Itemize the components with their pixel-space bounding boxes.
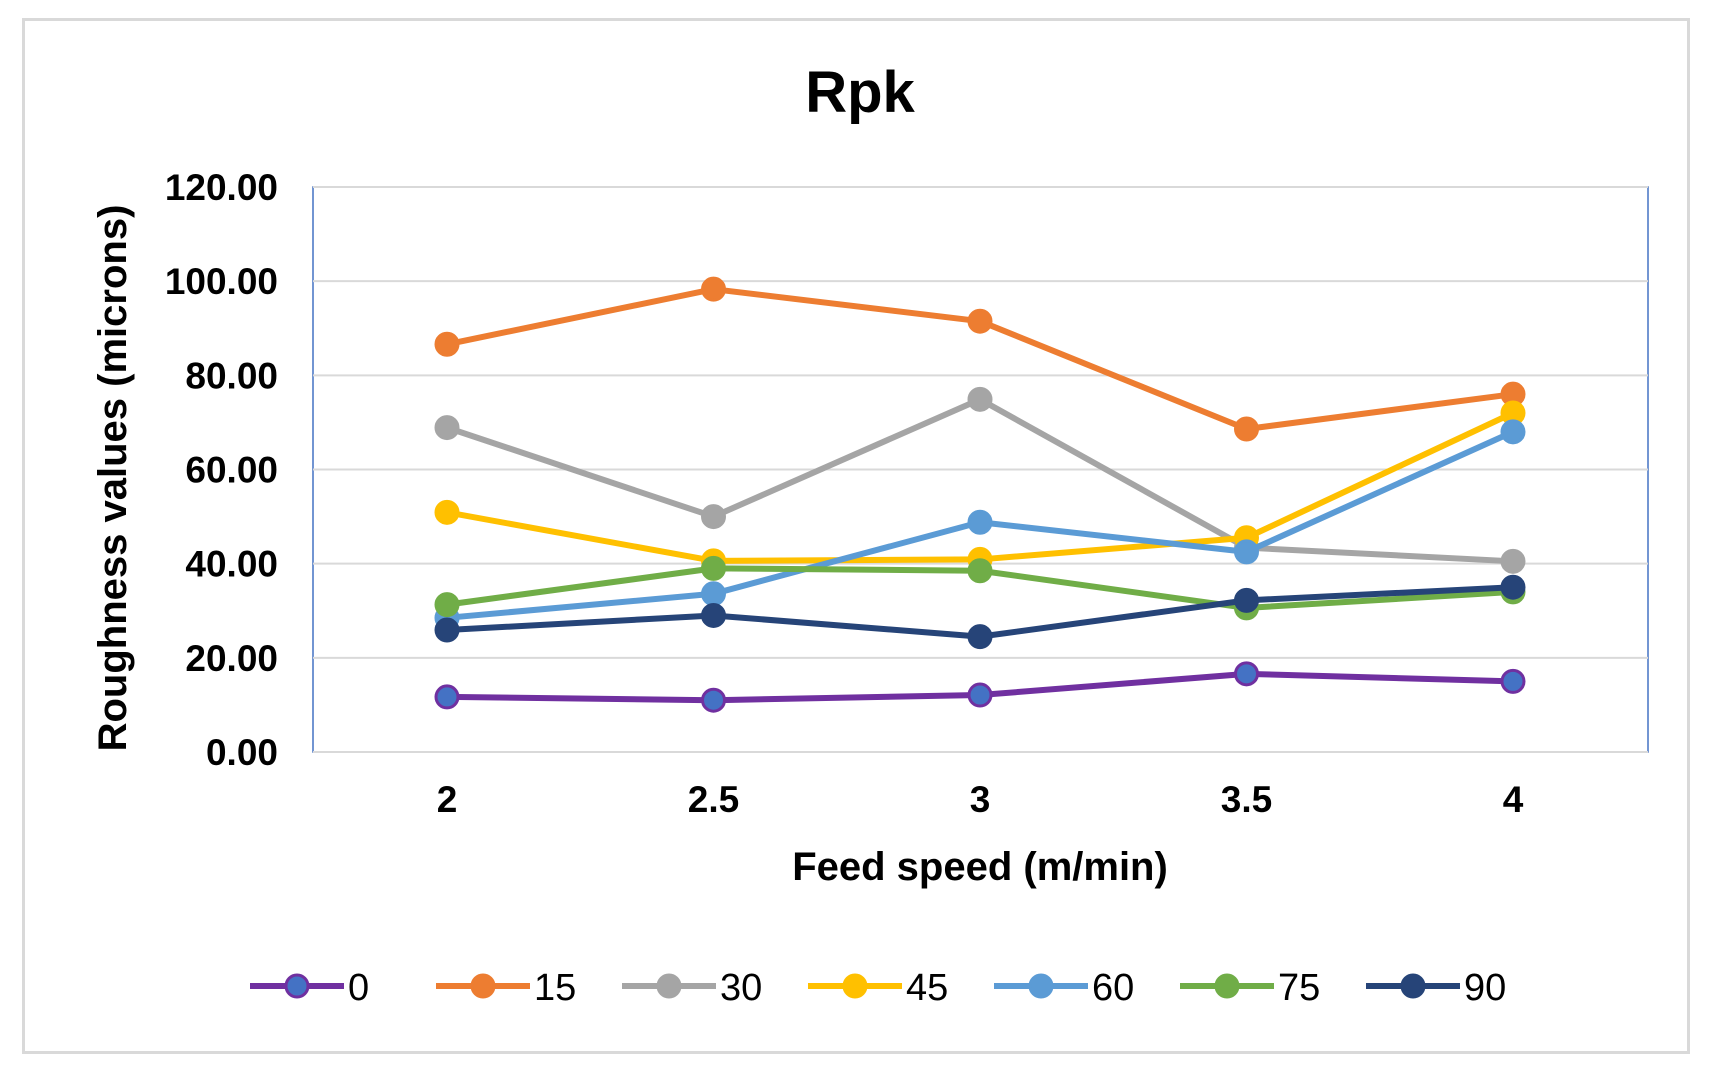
data-point-0 xyxy=(967,682,993,708)
data-point-60 xyxy=(1234,539,1259,565)
legend-label-0: 0 xyxy=(348,967,369,1009)
x-tick-label: 2 xyxy=(437,779,458,820)
data-point-90 xyxy=(1500,574,1526,600)
series-line-45 xyxy=(446,410,1515,564)
data-point-90 xyxy=(434,617,460,643)
data-point-0 xyxy=(701,687,726,713)
data-point-0 xyxy=(434,684,460,710)
legend-label-60: 60 xyxy=(1092,967,1134,1009)
data-point-75 xyxy=(701,555,726,581)
data-point-15 xyxy=(434,331,460,357)
data-point-15 xyxy=(1234,416,1259,442)
legend-marker-75 xyxy=(1214,973,1240,999)
data-point-15 xyxy=(967,308,993,334)
data-point-60 xyxy=(967,509,993,535)
legend-marker-0 xyxy=(284,973,310,999)
data-point-60 xyxy=(1500,419,1526,445)
y-tick-label: 60.00 xyxy=(185,450,278,491)
x-tick-label: 3 xyxy=(970,779,991,820)
legend-label-90: 90 xyxy=(1464,967,1506,1009)
x-axis-label: Feed speed (m/min) xyxy=(792,845,1168,889)
legend-marker-30 xyxy=(656,973,682,999)
x-tick-label: 4 xyxy=(1503,779,1524,820)
y-axis-label: Roughness values (microns) xyxy=(91,205,135,752)
legend-label-75: 75 xyxy=(1278,967,1320,1009)
legend-label-15: 15 xyxy=(534,967,576,1009)
x-tick-label: 2.5 xyxy=(688,779,739,820)
legend-label-45: 45 xyxy=(906,967,948,1009)
data-point-60 xyxy=(701,581,726,607)
data-point-0 xyxy=(1234,661,1259,687)
data-point-30 xyxy=(434,415,460,441)
legend-marker-90 xyxy=(1400,973,1426,999)
data-point-30 xyxy=(1500,548,1526,574)
legend-marker-45 xyxy=(842,973,868,999)
data-point-75 xyxy=(967,558,993,584)
legend-marker-15 xyxy=(470,973,496,999)
data-point-90 xyxy=(1234,587,1259,613)
data-point-15 xyxy=(701,276,726,302)
data-point-0 xyxy=(1500,668,1526,694)
chart-frame xyxy=(22,18,1690,1054)
legend-label-30: 30 xyxy=(720,967,762,1009)
y-tick-label: 120.00 xyxy=(165,167,278,208)
series-line-30 xyxy=(446,396,1514,565)
y-tick-label: 0.00 xyxy=(206,732,278,773)
data-point-30 xyxy=(967,386,993,412)
x-tick-label: 3.5 xyxy=(1221,779,1272,820)
data-point-30 xyxy=(701,504,726,530)
chart-title: Rpk xyxy=(805,60,915,125)
y-tick-label: 100.00 xyxy=(165,261,278,302)
y-tick-label: 20.00 xyxy=(185,638,278,679)
y-tick-label: 40.00 xyxy=(185,544,278,585)
y-tick-label: 80.00 xyxy=(185,355,278,396)
data-point-90 xyxy=(701,602,726,628)
data-point-90 xyxy=(967,624,993,650)
data-point-75 xyxy=(434,592,460,618)
legend-marker-60 xyxy=(1028,973,1054,999)
data-point-45 xyxy=(434,499,460,525)
